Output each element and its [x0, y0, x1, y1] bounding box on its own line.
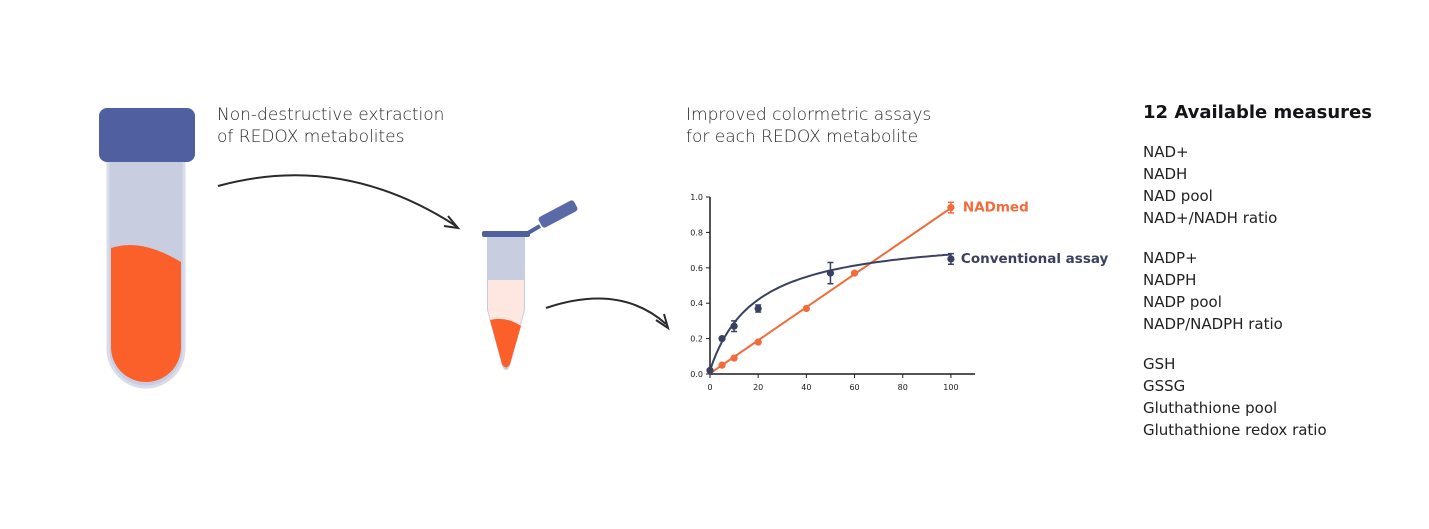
conventional-data-point — [826, 269, 835, 277]
assay-caption-line-1: Improved colormetric assays — [686, 105, 932, 125]
measure-item: NADP+ — [1143, 249, 1198, 267]
y-tick-label: 0.0 — [690, 370, 703, 379]
nadmed-data-point — [718, 361, 726, 369]
measure-item: NADP pool — [1143, 293, 1222, 311]
conventional-data-point — [718, 335, 726, 343]
extraction-caption-line-1: Non-destructive extraction — [217, 105, 445, 125]
microtube-lid — [538, 200, 578, 228]
x-tick-label: 60 — [849, 383, 859, 392]
test-tube-illustration — [99, 108, 195, 389]
nadmed-legend-label: NADmed — [963, 200, 1029, 216]
conventional-legend-label: Conventional assay — [961, 251, 1109, 267]
assay-caption: Improved colormetric assays for each RED… — [686, 104, 931, 148]
measure-group-glutathione: GSH GSSG Gluthathione pool Gluthathione … — [1143, 353, 1413, 441]
microtube-illustration — [482, 200, 578, 370]
nadmed-data-point — [850, 269, 859, 277]
x-tick-label: 20 — [753, 383, 763, 392]
measure-item: GSSG — [1143, 377, 1186, 395]
measure-item: NADH — [1143, 165, 1188, 183]
extraction-caption: Non-destructive extraction of REDOX meta… — [217, 104, 444, 148]
assay-caption-line-2: for each REDOX metabolite — [686, 127, 919, 147]
assay-chart: 0 20 40 60 80 100 0.0 0.2 0.4 0.6 0.8 1.0 NADmed Conv… — [690, 193, 1109, 392]
nadmed-data-point — [802, 304, 810, 313]
microtube-lid-rim — [482, 231, 530, 237]
measure-item: NAD+ — [1143, 143, 1189, 161]
measure-item: Gluthathione redox ratio — [1143, 421, 1327, 439]
measure-item: NAD+/NADH ratio — [1143, 209, 1278, 227]
y-tick-label: 0.8 — [690, 228, 703, 237]
y-tick-label: 1.0 — [690, 193, 703, 202]
conventional-data-point — [754, 304, 762, 313]
conventional-data-point — [947, 255, 955, 263]
measure-group-nadp: NADP+ NADPH NADP pool NADP/NADPH ratio — [1143, 247, 1413, 335]
x-tick-label: 100 — [943, 383, 958, 392]
measures-panel: 12 Available measures NAD+ NADH NAD pool… — [1143, 102, 1413, 459]
conventional-data-point — [706, 366, 714, 375]
measures-title: 12 Available measures — [1143, 102, 1372, 123]
measure-item: GSH — [1143, 355, 1176, 373]
nadmed-series-line — [709, 207, 952, 375]
x-tick-label: 40 — [801, 383, 811, 392]
microtube-pellet — [490, 318, 521, 368]
arrow-to-assay — [545, 297, 670, 331]
y-tick-label: 0.4 — [690, 299, 703, 308]
measure-item: NADPH — [1143, 271, 1197, 289]
test-tube-cap — [99, 108, 195, 162]
measure-group-nad: NAD+ NADH NAD pool NAD+/NADH ratio — [1143, 141, 1413, 229]
nadmed-data-point — [947, 204, 955, 212]
x-tick-label: 0 — [707, 383, 712, 392]
measure-item: NAD pool — [1143, 187, 1213, 205]
test-tube-liquid — [111, 245, 181, 382]
arrow-to-microtube — [217, 174, 461, 230]
nadmed-data-point — [730, 354, 738, 362]
extraction-caption-line-2: of REDOX metabolites — [217, 127, 405, 147]
microtube-hinge — [526, 224, 542, 235]
measure-item: Gluthathione pool — [1143, 399, 1278, 417]
measure-item: NADP/NADPH ratio — [1143, 315, 1283, 333]
y-tick-label: 0.6 — [690, 264, 703, 273]
x-tick-label: 80 — [898, 383, 908, 392]
conventional-data-point — [730, 322, 738, 330]
y-tick-label: 0.2 — [690, 335, 703, 344]
nadmed-data-point — [754, 338, 762, 346]
